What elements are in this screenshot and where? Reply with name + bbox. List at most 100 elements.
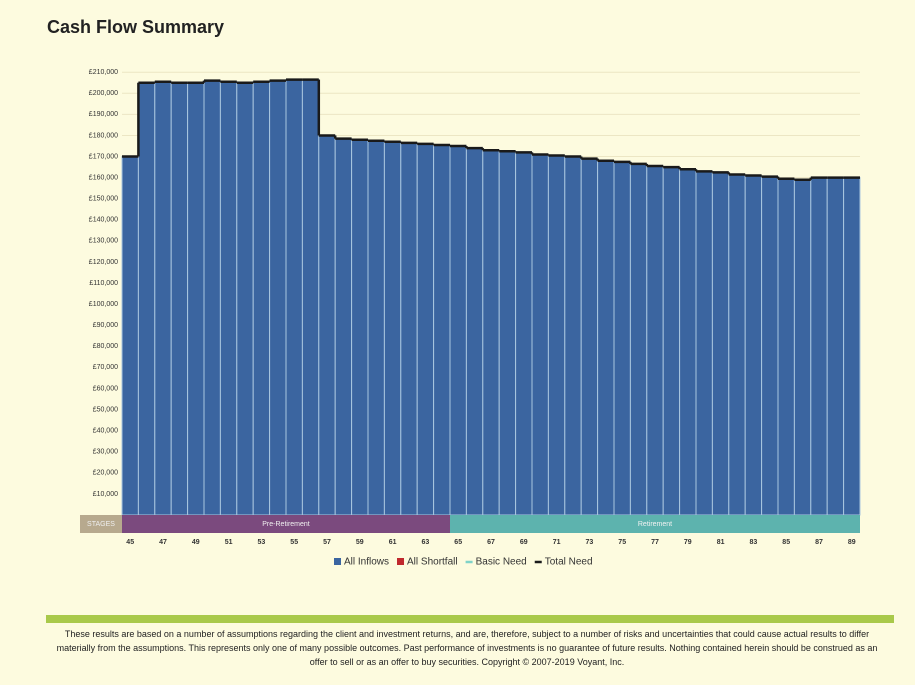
bar bbox=[383, 141, 402, 516]
bar bbox=[744, 175, 763, 516]
legend-label: All Shortfall bbox=[407, 557, 458, 568]
chart: Cash Flow Summary £10,000 £20,000 £30,000 £… bbox=[46, 17, 894, 623]
bar bbox=[515, 151, 533, 516]
bar bbox=[761, 176, 779, 516]
bar bbox=[547, 155, 566, 516]
legend-swatch bbox=[334, 558, 341, 565]
stage-band bbox=[122, 515, 450, 533]
y-tick-label: £60,000 bbox=[93, 385, 118, 392]
bar bbox=[629, 163, 648, 516]
x-tick-label: 75 bbox=[618, 539, 626, 546]
bar bbox=[252, 81, 271, 516]
x-tick-label: 65 bbox=[454, 539, 462, 546]
bar bbox=[433, 144, 451, 516]
bar bbox=[662, 166, 681, 516]
bar bbox=[597, 160, 615, 516]
y-tick-label: £180,000 bbox=[89, 132, 118, 139]
bar bbox=[777, 178, 795, 516]
x-tick-label: 55 bbox=[290, 539, 298, 546]
bar bbox=[351, 139, 369, 516]
x-tick-label: 79 bbox=[684, 539, 692, 546]
x-tick-label: 89 bbox=[848, 539, 856, 546]
bar bbox=[728, 173, 746, 516]
stages-title: STAGES bbox=[87, 521, 115, 528]
x-tick-label: 71 bbox=[553, 539, 561, 546]
bar bbox=[170, 82, 189, 516]
x-tick-label: 59 bbox=[356, 539, 364, 546]
stage-label: Pre-Retirement bbox=[262, 521, 310, 528]
bar bbox=[301, 79, 320, 516]
y-tick-label: £100,000 bbox=[89, 301, 118, 308]
bar bbox=[646, 165, 664, 516]
bar bbox=[121, 156, 139, 516]
x-tick-label: 61 bbox=[389, 539, 397, 546]
y-tick-label: £30,000 bbox=[93, 449, 118, 456]
x-tick-label: 57 bbox=[323, 539, 331, 546]
x-tick-label: 87 bbox=[815, 539, 823, 546]
y-tick-label: £200,000 bbox=[89, 90, 118, 97]
disclaimer: These results are based on a number of a… bbox=[56, 629, 878, 667]
bar bbox=[498, 150, 517, 516]
x-tick-label: 77 bbox=[651, 539, 659, 546]
legend-label: Total Need bbox=[545, 557, 593, 568]
y-tick-label: £140,000 bbox=[89, 217, 118, 224]
bar bbox=[416, 143, 435, 516]
bar bbox=[318, 134, 336, 516]
bar bbox=[154, 81, 172, 516]
y-tick-label: £120,000 bbox=[89, 259, 118, 266]
stage-band bbox=[450, 515, 860, 533]
bar bbox=[564, 156, 582, 516]
y-tick-label: £20,000 bbox=[93, 470, 118, 477]
bar bbox=[187, 82, 205, 516]
bar bbox=[613, 161, 631, 516]
bar bbox=[531, 153, 549, 516]
bar bbox=[793, 179, 812, 516]
bar bbox=[695, 170, 713, 516]
y-tick-label: £90,000 bbox=[93, 322, 118, 329]
bar bbox=[334, 138, 353, 516]
bar bbox=[367, 140, 385, 516]
y-tick-label: £170,000 bbox=[89, 153, 118, 160]
bar bbox=[580, 158, 599, 516]
y-tick-label: £50,000 bbox=[93, 406, 118, 413]
y-tick-label: £80,000 bbox=[93, 343, 118, 350]
y-tick-label: £150,000 bbox=[89, 196, 118, 203]
divider bbox=[46, 615, 894, 623]
bar bbox=[219, 81, 238, 516]
legend-swatch bbox=[397, 558, 405, 565]
x-tick-label: 67 bbox=[487, 539, 495, 546]
bar bbox=[400, 142, 418, 516]
stage-label: Retirement bbox=[638, 521, 672, 528]
bar bbox=[236, 82, 254, 516]
chart-title: Cash Flow Summary bbox=[47, 17, 224, 37]
y-tick-label: £10,000 bbox=[93, 491, 118, 498]
x-tick-label: 83 bbox=[750, 539, 758, 546]
x-tick-label: 69 bbox=[520, 539, 528, 546]
bar bbox=[203, 80, 221, 516]
bar bbox=[810, 177, 828, 516]
bar bbox=[679, 168, 697, 516]
y-tick-label: £40,000 bbox=[93, 428, 118, 435]
bar bbox=[269, 80, 287, 516]
y-tick-label: £160,000 bbox=[89, 174, 118, 181]
bar bbox=[482, 149, 500, 516]
stages-label-box bbox=[80, 515, 122, 533]
bar bbox=[826, 177, 845, 516]
y-tick-label: £130,000 bbox=[89, 238, 118, 245]
y-tick-label: £110,000 bbox=[89, 280, 118, 287]
bar bbox=[285, 79, 303, 516]
x-tick-label: 49 bbox=[192, 539, 200, 546]
x-tick-label: 63 bbox=[422, 539, 430, 546]
y-tick-label: £70,000 bbox=[93, 364, 118, 371]
y-tick-label: £190,000 bbox=[89, 111, 118, 118]
legend-label: All Inflows bbox=[344, 557, 389, 568]
bar bbox=[711, 171, 730, 516]
y-tick-label: £210,000 bbox=[89, 69, 118, 76]
bar bbox=[137, 82, 156, 516]
bar bbox=[449, 145, 467, 516]
x-tick-label: 85 bbox=[782, 539, 790, 546]
bar bbox=[465, 147, 484, 516]
bar bbox=[843, 177, 861, 516]
x-tick-label: 81 bbox=[717, 539, 725, 546]
